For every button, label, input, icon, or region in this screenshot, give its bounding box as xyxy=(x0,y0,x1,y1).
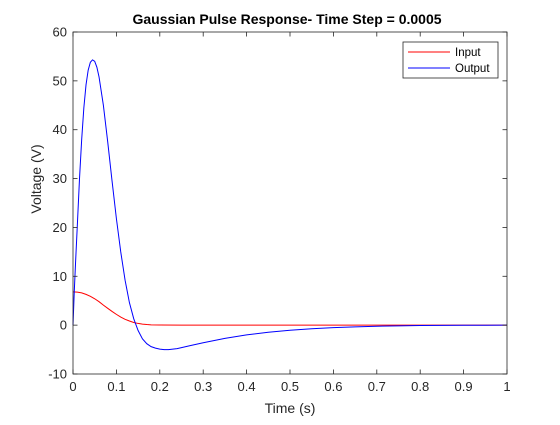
series-line-input xyxy=(72,291,507,326)
x-tick-label: 0.4 xyxy=(238,379,256,394)
x-tick-label: 0.2 xyxy=(151,379,169,394)
x-tick-label: 0.3 xyxy=(194,379,212,394)
series-line-output xyxy=(72,59,508,351)
y-tick-label: 60 xyxy=(53,25,67,40)
legend-box xyxy=(402,41,499,79)
series-layer xyxy=(72,59,508,351)
y-tick-label: 20 xyxy=(53,220,67,235)
ticks-layer: 0 0.1 0.2 0.3 0.4 0.5 0.6 0.7 0.8 0.9 1-1001020304… xyxy=(48,25,510,395)
y-tick-label: 40 xyxy=(53,122,67,137)
x-tick-label: 0 xyxy=(69,379,76,394)
x-axis-label: Time (s) xyxy=(265,400,316,416)
legend-label-input: Input xyxy=(455,47,481,59)
x-tick-label: 0.6 xyxy=(324,379,342,394)
legend-label-output: Output xyxy=(455,63,490,75)
x-tick-label: 0.7 xyxy=(368,379,386,394)
legend: Input Output xyxy=(402,41,499,79)
y-tick-label: 10 xyxy=(53,269,67,284)
plot-area xyxy=(73,32,507,374)
x-tick-label: 0.8 xyxy=(411,379,429,394)
y-tick-label: -10 xyxy=(48,367,67,382)
y-tick-label: 50 xyxy=(53,73,67,88)
y-tick-label: 0 xyxy=(60,318,67,333)
y-axis-label: Voltage (V) xyxy=(28,144,44,213)
x-tick-label: 0.5 xyxy=(281,379,299,394)
x-tick-label: 0.9 xyxy=(455,379,473,394)
y-tick-label: 30 xyxy=(53,171,67,186)
chart-title: Gaussian Pulse Response- Time Step = 0.0… xyxy=(132,11,441,27)
x-tick-label: 0.1 xyxy=(107,379,125,394)
x-tick-label: 1 xyxy=(503,379,510,394)
